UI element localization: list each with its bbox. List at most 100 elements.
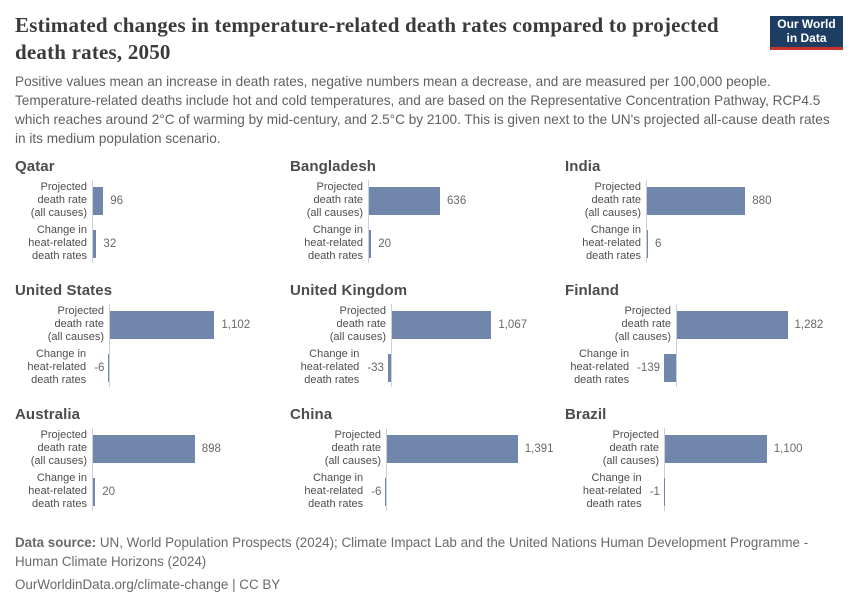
zero-axis-line bbox=[368, 180, 369, 263]
chart-footer: Data source: UN, World Population Prospe… bbox=[15, 534, 837, 595]
owid-logo[interactable]: Our World in Data bbox=[770, 16, 843, 50]
bar-projected-death-rate[interactable] bbox=[387, 435, 518, 463]
bar-heat-related-change[interactable] bbox=[385, 478, 386, 506]
bar-heat-related-change[interactable] bbox=[93, 230, 97, 258]
bar-projected-death-rate[interactable] bbox=[110, 311, 215, 339]
facet-plot: Projected death rate (all causes) 1,391 Chan… bbox=[290, 428, 554, 511]
zero-axis-line bbox=[646, 180, 647, 263]
facet-plot: Projected death rate (all causes) 96 Change … bbox=[15, 180, 275, 263]
facet-plot: Projected death rate (all causes) 880 Change… bbox=[565, 180, 825, 263]
bar-row: Change in heat-related death rates 32 bbox=[15, 224, 275, 262]
bar-row: Projected death rate (all causes) 880 bbox=[565, 181, 825, 219]
bar-projected-death-rate[interactable] bbox=[369, 187, 441, 215]
category-label: Projected death rate (all causes) bbox=[306, 181, 363, 220]
bar-heat-related-change[interactable] bbox=[108, 354, 109, 382]
bar-row: Change in heat-related death rates -1 bbox=[565, 472, 825, 511]
category-label: Projected death rate (all causes) bbox=[584, 181, 641, 220]
value-label: 636 bbox=[447, 195, 467, 207]
bar-row: Change in heat-related death rates -6 bbox=[15, 348, 275, 387]
value-label: -33 bbox=[367, 362, 384, 374]
facet-qatar: Qatar Projected death rate (all causes) 96 Ch… bbox=[15, 158, 275, 282]
bar-row: Change in heat-related death rates 6 bbox=[565, 224, 825, 262]
facet-title: China bbox=[290, 406, 333, 423]
facet-united-kingdom: United Kingdom Projected death rate (all ca… bbox=[290, 282, 550, 406]
value-label: 1,102 bbox=[221, 319, 251, 331]
facet-title: United Kingdom bbox=[290, 282, 408, 299]
bar-row: Projected death rate (all causes) 1,067 bbox=[290, 305, 550, 343]
category-label: Projected death rate (all causes) bbox=[30, 181, 87, 220]
bar-row: Change in heat-related death rates 20 bbox=[15, 472, 275, 510]
facet-title: Brazil bbox=[565, 406, 607, 423]
owid-logo-line1: Our World bbox=[777, 17, 836, 31]
bar-heat-related-change[interactable] bbox=[369, 230, 372, 258]
facet-title: Finland bbox=[565, 282, 620, 299]
facet-title: Qatar bbox=[15, 158, 55, 175]
bar-heat-related-change[interactable] bbox=[93, 478, 96, 506]
bar-row: Projected death rate (all causes) 1,391 bbox=[290, 429, 554, 467]
facet-australia: Australia Projected death rate (all causes)… bbox=[15, 406, 275, 530]
zero-axis-line bbox=[92, 428, 93, 511]
category-label: Change in heat-related death rates bbox=[28, 472, 87, 511]
owid-logo-line2: in Data bbox=[786, 30, 827, 45]
data-source-text: UN, World Population Prospects (2024); C… bbox=[15, 535, 809, 569]
facet-united-states: United States Projected death rate (all cau… bbox=[15, 282, 275, 406]
category-label: Projected death rate (all causes) bbox=[324, 429, 381, 468]
facet-plot: Projected death rate (all causes) 1,100 Chan… bbox=[565, 428, 825, 511]
value-label: 20 bbox=[378, 238, 392, 250]
zero-axis-line bbox=[109, 304, 110, 387]
zero-axis-line bbox=[664, 428, 665, 511]
category-label: Change in heat-related death rates bbox=[582, 224, 641, 263]
zero-axis-line bbox=[386, 428, 387, 511]
value-label: -1 bbox=[649, 486, 660, 498]
facet-plot: Projected death rate (all causes) 898 Change… bbox=[15, 428, 275, 511]
facet-plot: Projected death rate (all causes) 1,282 Chan… bbox=[565, 304, 825, 387]
category-label: Projected death rate (all causes) bbox=[602, 429, 659, 468]
bar-heat-related-change[interactable] bbox=[664, 354, 676, 382]
category-label: Projected death rate (all causes) bbox=[30, 429, 87, 468]
small-multiples-grid: Qatar Projected death rate (all causes) 96 Ch… bbox=[15, 158, 840, 530]
value-label: 6 bbox=[655, 238, 662, 250]
category-label: Change in heat-related death rates bbox=[28, 224, 87, 263]
bar-projected-death-rate[interactable] bbox=[677, 311, 788, 339]
bar-projected-death-rate[interactable] bbox=[93, 187, 104, 215]
bar-heat-related-change[interactable] bbox=[647, 230, 648, 258]
facet-plot: Projected death rate (all causes) 1,067 Chan… bbox=[290, 304, 550, 387]
facet-plot: Projected death rate (all causes) 1,102 Chan… bbox=[15, 304, 275, 387]
facet-title: Australia bbox=[15, 406, 81, 423]
value-label: 1,391 bbox=[524, 443, 554, 455]
data-source-line: Data source: UN, World Population Prospe… bbox=[15, 534, 837, 571]
page-title: Estimated changes in temperature-related… bbox=[15, 13, 719, 64]
bar-row: Projected death rate (all causes) 1,282 bbox=[565, 305, 825, 343]
bar-heat-related-change[interactable] bbox=[387, 354, 391, 382]
value-label: 20 bbox=[102, 486, 116, 498]
bar-row: Projected death rate (all causes) 96 bbox=[15, 181, 275, 219]
bar-row: Change in heat-related death rates -6 bbox=[290, 472, 550, 511]
bar-row: Change in heat-related death rates 20 bbox=[290, 224, 550, 262]
value-label: 32 bbox=[103, 238, 117, 250]
value-label: 1,067 bbox=[498, 319, 528, 331]
citation-link[interactable]: OurWorldinData.org/climate-change | CC B… bbox=[15, 577, 281, 592]
facet-bangladesh: Bangladesh Projected death rate (all causes… bbox=[290, 158, 550, 282]
bar-projected-death-rate[interactable] bbox=[392, 311, 492, 339]
bar-row: Projected death rate (all causes) 636 bbox=[290, 181, 550, 219]
chart-subtitle: Positive values mean an increase in deat… bbox=[15, 74, 830, 146]
bar-row: Change in heat-related death rates -139 bbox=[565, 348, 825, 387]
category-label: Projected death rate (all causes) bbox=[47, 305, 104, 344]
value-label: -6 bbox=[371, 486, 382, 498]
bar-projected-death-rate[interactable] bbox=[93, 435, 195, 463]
zero-axis-line bbox=[92, 180, 93, 263]
facet-finland: Finland Projected death rate (all causes) 1,… bbox=[565, 282, 825, 406]
facet-title: Bangladesh bbox=[290, 158, 377, 175]
category-label: Change in heat-related death rates bbox=[300, 348, 360, 387]
category-label: Change in heat-related death rates bbox=[27, 348, 87, 387]
value-label: 96 bbox=[110, 195, 124, 207]
bar-row: Change in heat-related death rates -33 bbox=[290, 348, 550, 387]
zero-axis-line bbox=[391, 304, 392, 387]
bar-projected-death-rate[interactable] bbox=[647, 187, 746, 215]
category-label: Change in heat-related death rates bbox=[304, 224, 363, 263]
value-label: -6 bbox=[94, 362, 105, 374]
facet-india: India Projected death rate (all causes) 880 C… bbox=[565, 158, 825, 282]
category-label: Change in heat-related death rates bbox=[582, 472, 642, 511]
facet-title: United States bbox=[15, 282, 113, 299]
bar-projected-death-rate[interactable] bbox=[665, 435, 767, 463]
